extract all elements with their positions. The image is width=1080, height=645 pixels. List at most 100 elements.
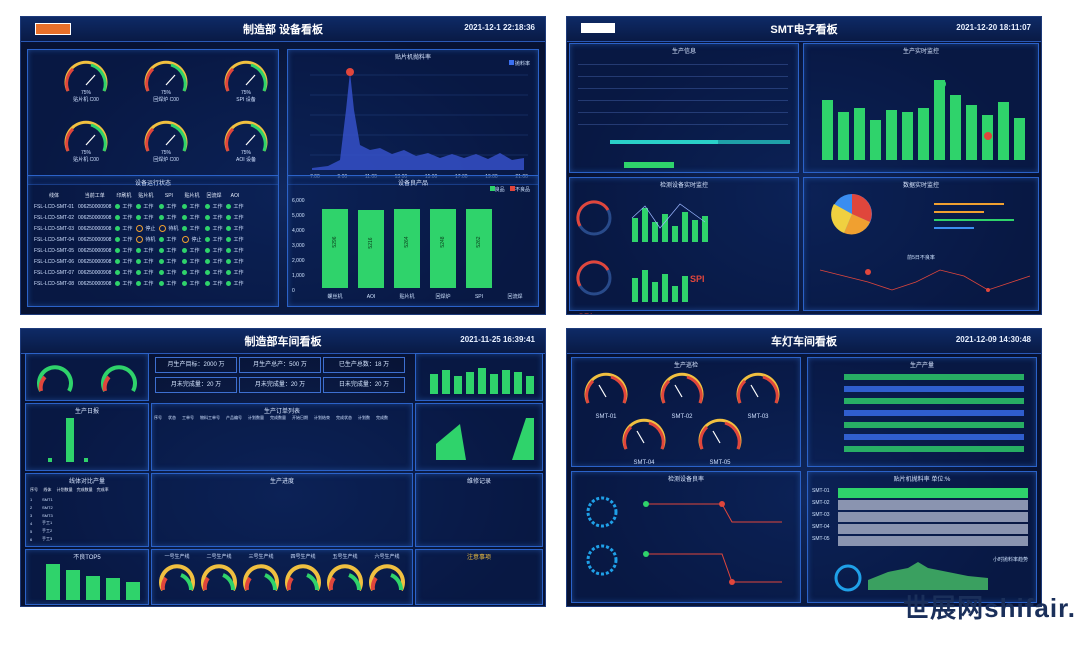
table-cell: FSL-LCD-SMT-08 [32,278,76,289]
info-line [578,124,788,125]
table-row: 5 手工2 [28,527,111,535]
cell-text: 工作 [212,226,223,232]
table-cell: 工作 [224,245,245,256]
table-row: FSL-LCD-SMT-02 006250000908 工作 工作 工作 工作 工作 工作 [32,212,245,223]
check-charts [576,200,708,302]
info-line [578,88,788,89]
cell-text: 工作 [166,248,177,254]
table-cell: 工作 [113,201,134,212]
table-cell: 待机 [157,223,180,234]
page-title: 制造部车间看板 [244,336,322,348]
box-title: 检测设备实时监控 [659,183,708,189]
status-dot-icon [182,259,188,265]
status-dot-icon [115,226,121,232]
cell-text: 工作 [166,259,177,265]
table-cell: 工作 [224,201,245,212]
table-cell: 工作 [113,256,134,267]
table-row: FSL-LCD-SMT-01 006250000908 工作 工作 工作 工作 工作 工作 [32,201,245,212]
cell-text: 006250000908 [78,203,112,210]
cell-text: 工作 [233,281,244,287]
table-cell: 工作 [157,234,180,245]
status-dot-icon [136,259,142,265]
cell-text: 工作 [212,248,223,254]
column-header: 当前工单 [84,193,105,199]
panel-workshop-board: 制造部车间看板 2021-11-25 16:39:41 生产日报 生产订单列表 … [20,328,546,607]
box-title: 生产日报 [74,409,99,415]
table-row: FSL-LCD-SMT-05 006250000908 工作 工作 工作 工作 工作 工作 [32,245,245,256]
table-cell: 工作 [203,256,224,267]
table-cell: SMT1 [42,496,53,502]
y-tick: 1,000 [292,273,305,279]
check-box: 检测设备实时监控 SPI SPI [569,177,799,314]
table-cell: 006250000908 [76,256,113,267]
gauge: 六号生产线 [367,553,407,601]
cell-text: 工作 [233,248,244,254]
status-dot-icon [226,237,232,243]
table-cell: 工作 [180,256,203,267]
box-title: 生产进度 [269,479,294,485]
table-cell: 1 [30,496,33,502]
gauge-percent: 75% [80,90,91,96]
table-cell: 工作 [157,256,180,267]
status-dot-icon [136,204,142,210]
output-row [844,410,1024,416]
status-dot-icon [115,204,121,210]
table-cell: 工作 [180,267,203,278]
loss-title: 前5日不良率 [907,255,935,261]
line-chart [310,68,528,170]
table-cell: 手工1 [42,520,53,525]
cell-text: 工作 [166,270,177,276]
bar [822,100,833,160]
column-header: 线体 [49,193,60,199]
header: 制造部 设备看板 2021-12-1 22:18:36 [21,17,545,42]
bar [998,102,1009,160]
heat-row [838,512,1028,522]
cell-text: 工作 [233,226,244,232]
table-cell [95,519,111,527]
info-box: 生产信息 [569,43,799,173]
output-row [844,446,1024,452]
box-title: 维修记录 [466,479,491,485]
column-header: 状态 [168,415,176,420]
area-chart [436,418,534,460]
daily-chart [48,418,88,462]
y-tick: 0 [292,288,295,294]
table-cell: 待机 [134,234,157,245]
table-cell: 工作 [157,245,180,256]
status-dot-icon [136,225,144,233]
check-box: 检测设备良率 [571,471,801,603]
status-dot-icon [136,236,144,244]
bar [886,110,897,160]
cell-text: 工作 [189,259,200,265]
stat-card: 已生产总数：18 万 [323,357,405,373]
line-gauges-box [151,549,413,605]
check-lines [586,496,782,585]
gauge: SMT-02 [657,369,707,420]
cell-text: FSL-LCD-SMT-07 [34,269,75,276]
table-cell: 工作 [203,267,224,278]
bar [1014,118,1025,160]
gauge: 75% SPI 设备 [221,55,271,111]
gauge-percent: 75% [240,150,251,156]
table-cell: 2 [30,504,33,510]
cell-text: FSL-LCD-SMT-05 [34,247,75,254]
datetime: 2021-12-1 22:18:36 [464,23,535,32]
cell-text: 停止 [191,236,202,243]
bar [966,105,977,160]
y-tick: 5,000 [292,213,305,219]
status-dot-icon [226,270,232,276]
status-dot-icon [226,248,232,254]
y-tick: 4,000 [292,228,305,234]
gauge: 75% 回焊炉 C00 [141,55,191,111]
gauge: SMT-01 [581,369,631,420]
box-title: 生产信息 [671,49,696,55]
status-dot-icon [159,281,165,287]
table-cell: 停止 [180,234,203,245]
cell-text: 工作 [122,248,133,254]
pie-box: 数据实时监控 前5日不良率 [803,177,1039,311]
table-row: FSL-LCD-SMT-04 006250000908 工作 待机 工作 停止 工作 工作 [32,234,245,245]
table-cell: FSL-LCD-SMT-06 [32,256,76,267]
gauge: 三号生产线 [241,553,281,601]
table-cell: 3 [30,512,33,518]
heat-row-label: SMT-03 [812,512,830,518]
